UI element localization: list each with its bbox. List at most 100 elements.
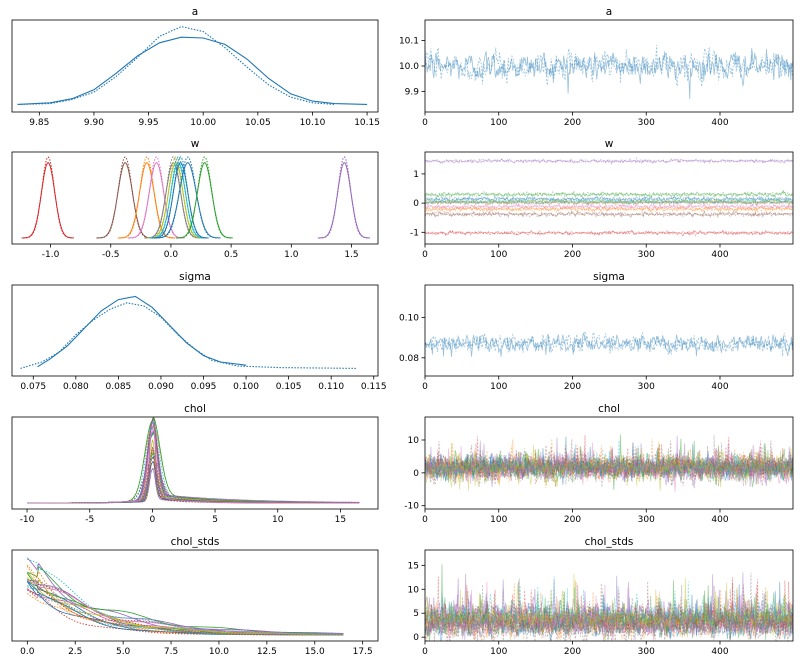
x-tick-label: 0.0: [164, 250, 179, 260]
x-tick-label: 100: [490, 647, 507, 657]
trace-line: [425, 197, 793, 206]
trace-line: [425, 581, 793, 641]
panel-title: chol: [184, 403, 206, 415]
trace-line: [425, 572, 793, 641]
trace-line: [425, 576, 793, 630]
density-line: [27, 558, 344, 635]
trace-line: [425, 573, 793, 632]
y-tick-label: 10.0: [399, 62, 419, 72]
x-tick-label: 0.095: [191, 382, 217, 392]
x-tick-label: 12.5: [257, 647, 277, 657]
density-line: [26, 580, 344, 636]
trace-line: [425, 448, 793, 483]
x-tick-label: 0: [422, 118, 428, 128]
density-line: [27, 589, 344, 636]
trace-line: [425, 195, 793, 203]
plot-area: [425, 564, 793, 641]
trace-line: [425, 585, 793, 640]
trace-line: [425, 446, 793, 492]
trace-line: [425, 441, 793, 482]
trace-line: [425, 441, 793, 487]
x-tick-label: 10.15: [354, 118, 380, 128]
density-line: [27, 417, 360, 504]
trace-line: [425, 440, 793, 479]
x-tick-label: 9.85: [29, 118, 49, 128]
x-tick-label: 0: [422, 515, 428, 525]
y-tick-label: 5: [413, 609, 419, 619]
x-tick-label: 400: [711, 118, 728, 128]
density-line: [96, 162, 154, 239]
trace-line: [425, 564, 793, 641]
x-tick-label: 0: [422, 647, 428, 657]
axes-frame: [424, 549, 794, 642]
density-line: [153, 156, 208, 239]
panel-title: chol_stds: [171, 536, 220, 548]
y-tick-label: 0: [413, 469, 419, 479]
density-line: [27, 439, 360, 504]
subplot-2: w -1.0 -0.5 0.0 0.5 1.0 1.5: [11, 138, 379, 260]
density-line: [27, 428, 360, 504]
y-tick-label: 10: [408, 585, 420, 595]
x-tick-label: 200: [564, 515, 581, 525]
density-line: [27, 422, 360, 504]
x-tick-label: 0.105: [276, 382, 302, 392]
x-tick-label: -0.5: [102, 250, 120, 260]
panel-title: chol_stds: [585, 536, 634, 548]
trace-line: [425, 229, 793, 237]
trace-line: [425, 435, 793, 487]
x-tick-label: 400: [711, 515, 728, 525]
x-tick-label: -5: [85, 515, 94, 525]
trace-line: [425, 189, 793, 199]
trace-line: [425, 440, 793, 489]
x-tick-label: 200: [564, 118, 581, 128]
y-tick-label: 10: [408, 436, 420, 446]
x-tick-label: 300: [638, 118, 655, 128]
trace-line: [425, 585, 793, 634]
trace-line: [425, 438, 793, 489]
subplot-4: sigma 0.075 0.080 0.085 0.090 0.095 0.100 0.105…: [11, 271, 387, 392]
axes-frame: [11, 19, 379, 113]
x-tick-label: 0.085: [106, 382, 132, 392]
density-line: [317, 162, 371, 239]
x-tick-label: 15.0: [305, 647, 325, 657]
trace-line: [425, 581, 793, 641]
y-tick-label: 0.08: [399, 354, 419, 364]
axes-frame: [11, 549, 379, 642]
density-line: [27, 448, 360, 504]
subplot-3: w 0 100 200 300 400 -1 0 1: [410, 138, 794, 260]
x-tick-label: 0.075: [20, 382, 46, 392]
axes-frame: [424, 416, 794, 510]
trace-line: [425, 436, 793, 486]
density-line: [20, 302, 357, 369]
plot-area: [26, 557, 344, 636]
x-tick-label: 0: [422, 250, 428, 260]
density-line: [27, 425, 360, 504]
panel-title: w: [605, 138, 614, 150]
density-line: [27, 417, 360, 504]
y-tick-label: 10.1: [399, 36, 419, 46]
x-tick-label: 10.05: [245, 118, 271, 128]
trace-line: [425, 446, 793, 488]
x-tick-label: 300: [638, 250, 655, 260]
density-line: [27, 417, 360, 504]
x-tick-label: -1.0: [42, 250, 60, 260]
density-line: [97, 156, 152, 239]
x-tick-label: 300: [638, 515, 655, 525]
density-line: [26, 564, 344, 636]
x-tick-label: 200: [564, 250, 581, 260]
density-line: [155, 156, 220, 239]
plot-area: [17, 26, 368, 105]
density-line: [177, 156, 232, 239]
trace-line: [425, 450, 793, 482]
trace-line: [425, 576, 793, 635]
trace-line: [425, 44, 793, 87]
subplot-0: a 9.85 9.90 9.95 10.00 10.05 10.10 10.15: [11, 6, 380, 128]
density-line: [150, 156, 205, 239]
trace-line: [425, 584, 793, 638]
axes-frame: [424, 19, 794, 113]
x-tick-label: 100: [490, 515, 507, 525]
density-line: [27, 455, 360, 504]
axes-frame: [424, 151, 794, 245]
trace-line: [425, 204, 793, 214]
